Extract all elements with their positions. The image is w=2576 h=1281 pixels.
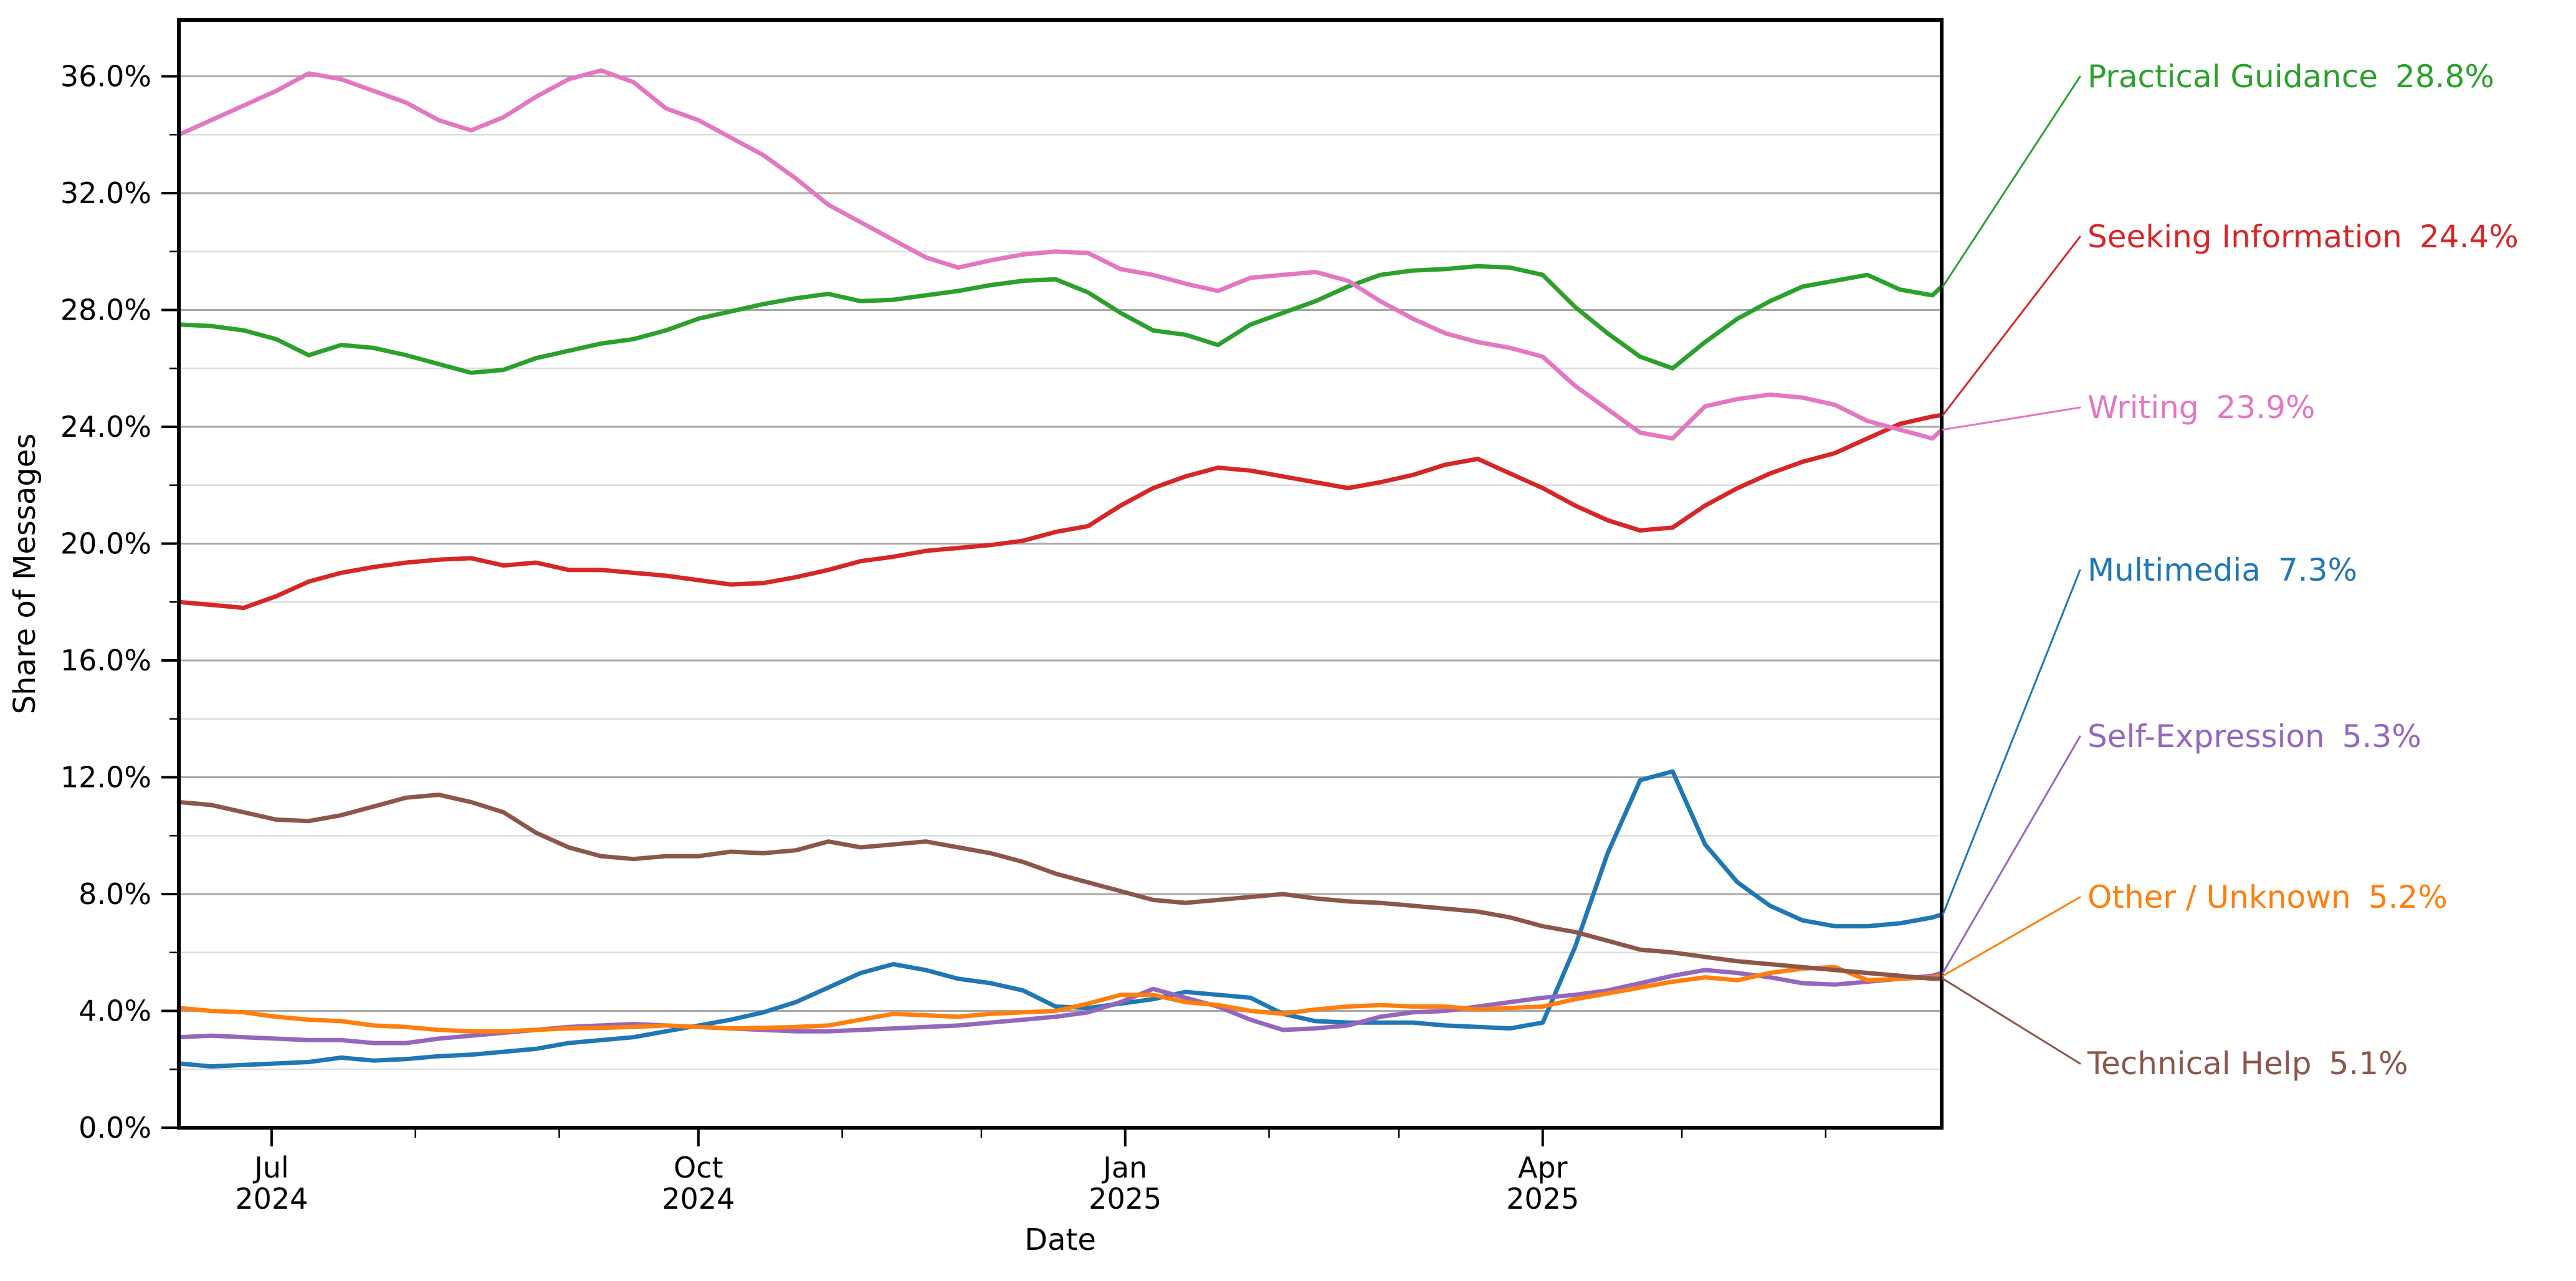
series-line-other-unknown <box>176 964 1944 1034</box>
legend-leader-line-other-unknown <box>1942 896 2081 977</box>
plot-border <box>177 18 1944 1130</box>
legend-label-technical-help: Technical Help 5.1% <box>2087 1045 2408 1082</box>
legend-value-other-unknown: 5.2% <box>2368 879 2448 915</box>
legend-leader-line-technical-help <box>1942 978 2081 1065</box>
series-line-practical-guidance <box>176 264 1944 375</box>
y-tick-label-0: 0.0% <box>79 1111 151 1145</box>
y-axis-label: Share of Messages <box>7 434 42 715</box>
legend-leader-line-self-expression <box>1942 735 2081 974</box>
legend-value-technical-help: 5.1% <box>2329 1045 2408 1082</box>
y-tick-label-24: 24.0% <box>60 410 151 444</box>
legend-leader-line-multimedia <box>1942 569 2081 916</box>
legend-name-other-unknown: Other / Unknown <box>2087 879 2351 915</box>
series-line-self-expression <box>176 968 1944 1045</box>
legend-leader-line-practical-guidance <box>1942 75 2081 288</box>
y-tick-label-36: 36.0% <box>60 59 151 93</box>
legend-label-other-unknown: Other / Unknown 5.2% <box>2087 879 2448 915</box>
y-tick-label-28: 28.0% <box>60 293 151 326</box>
legend-value-seeking-information: 24.4% <box>2420 219 2519 255</box>
x-tick-label-apr-2025: Apr <box>1518 1151 1568 1184</box>
legend-value-writing: 23.9% <box>2216 389 2316 426</box>
legend-value-practical-guidance: 28.8% <box>2395 59 2494 95</box>
y-tick-label-32: 32.0% <box>60 176 151 210</box>
series-line-technical-help <box>176 793 1944 981</box>
legend-label-writing: Writing 23.9% <box>2087 389 2315 426</box>
legend-name-multimedia: Multimedia <box>2087 552 2261 588</box>
y-tick-label-8: 8.0% <box>79 877 151 911</box>
y-tick-label-16: 16.0% <box>60 644 151 677</box>
series-line-seeking-information <box>176 412 1944 611</box>
x-tick-label-jan-2025: Jan <box>1101 1151 1147 1184</box>
x-axis-label: Date <box>1024 1222 1096 1257</box>
y-tick-label-12: 12.0% <box>60 760 151 794</box>
x-tick-label-jul-2024: Jul <box>252 1151 289 1184</box>
legend-name-writing: Writing <box>2087 389 2199 426</box>
legend-label-seeking-information: Seeking Information 24.4% <box>2087 219 2519 255</box>
x-tick-year-oct-2024: 2024 <box>662 1182 735 1216</box>
legend-label-practical-guidance: Practical Guidance 28.8% <box>2087 59 2494 95</box>
y-tick-label-20: 20.0% <box>60 526 151 560</box>
x-tick-year-apr-2025: 2025 <box>1506 1182 1579 1216</box>
legend-leader-line-seeking-information <box>1942 236 2081 416</box>
legend-leader-line-writing <box>1942 406 2081 431</box>
x-tick-year-jul-2024: 2024 <box>235 1182 308 1216</box>
legend-name-practical-guidance: Practical Guidance <box>2087 59 2378 95</box>
legend-label-multimedia: Multimedia 7.3% <box>2087 552 2357 588</box>
legend-name-technical-help: Technical Help <box>2087 1045 2311 1082</box>
legend-label-self-expression: Self-Expression 5.3% <box>2087 718 2421 755</box>
legend-name-seeking-information: Seeking Information <box>2087 219 2402 255</box>
y-tick-label-4: 4.0% <box>79 994 151 1027</box>
x-tick-label-oct-2024: Oct <box>674 1151 723 1184</box>
legend-name-self-expression: Self-Expression <box>2087 718 2325 755</box>
x-tick-year-jan-2025: 2025 <box>1089 1182 1162 1216</box>
legend-value-self-expression: 5.3% <box>2342 718 2421 755</box>
series-line-writing <box>176 68 1944 441</box>
legend-value-multimedia: 7.3% <box>2278 552 2357 588</box>
